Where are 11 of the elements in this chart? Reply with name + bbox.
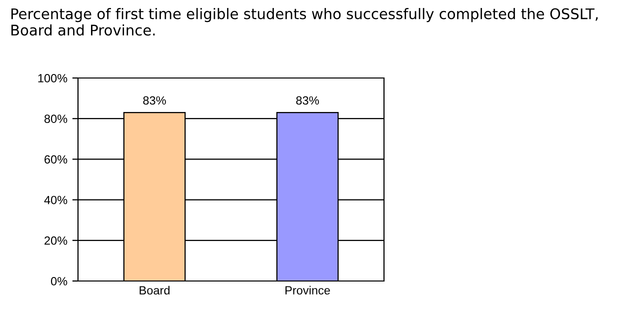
y-tick-label: 40% [44, 196, 68, 204]
y-tick-label: 60% [44, 155, 68, 164]
chart-title: Percentage of first time eligible students who successfully completed the OSSLT, Board and Province. [11, 8, 598, 36]
y-tick-label: 20% [44, 236, 68, 245]
data-label: 83% [296, 96, 319, 105]
x-tick-label: Province [286, 286, 330, 295]
data-label: 83% [143, 96, 166, 105]
y-tick-label: 100% [38, 74, 68, 82]
y-tick-label: 0% [50, 277, 68, 286]
y-tick-label: 80% [44, 114, 68, 123]
x-tick-label: Board [140, 286, 170, 295]
